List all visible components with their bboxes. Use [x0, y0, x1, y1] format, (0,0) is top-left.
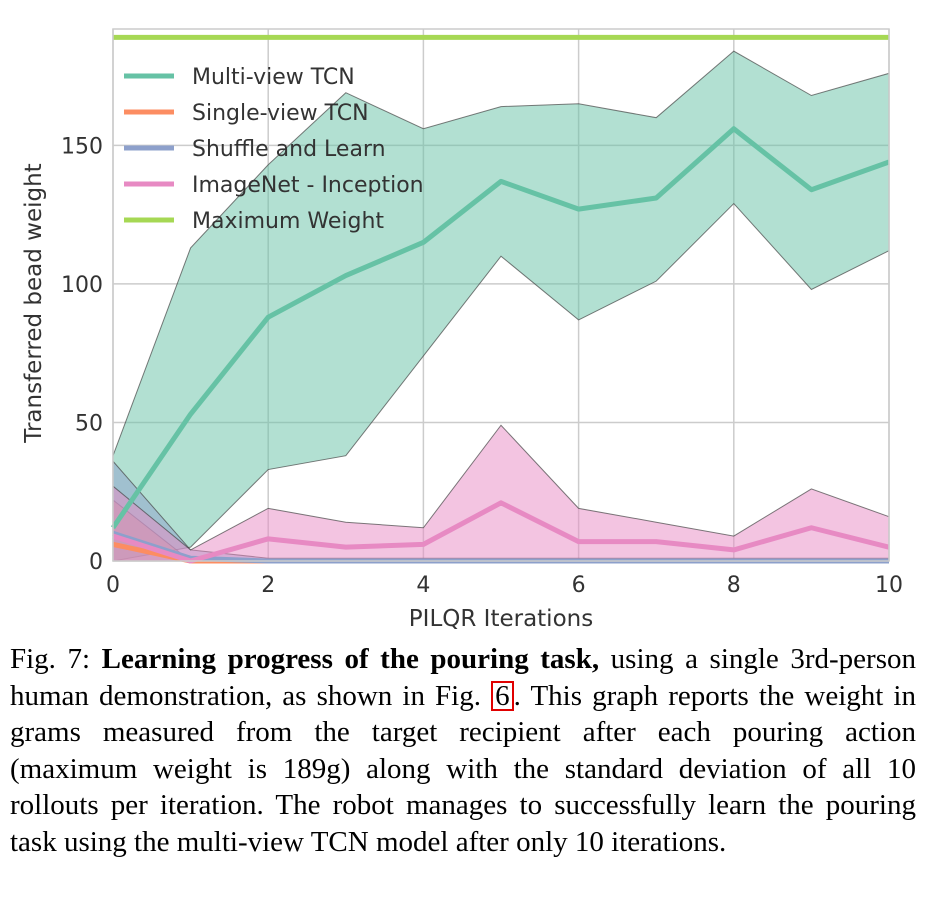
caption-title: Learning progress of the pouring task,	[101, 643, 600, 675]
series-line-0	[110, 126, 890, 530]
caption-text-b: . This graph reports the weight in grams…	[10, 679, 916, 858]
x-tick-label: 6	[572, 573, 586, 598]
figure-reference-link[interactable]: 6	[491, 680, 514, 711]
plot-frame	[112, 28, 890, 562]
x-tick-label: 0	[106, 573, 120, 598]
legend-label: Maximum Weight	[192, 209, 384, 234]
figure-caption: Fig. 7: Learning progress of the pouring…	[10, 641, 916, 861]
caption-text-a: using a single 3rd-person human demonstr…	[10, 643, 916, 712]
x-tick-label: 4	[416, 573, 430, 598]
x-tick-label: 2	[261, 573, 275, 598]
legend-label: Single-view TCN	[192, 101, 369, 126]
y-axis-label: Transferred bead weight	[21, 163, 47, 443]
legend-label: Multi-view TCN	[192, 65, 355, 90]
x-tick-label: 10	[875, 573, 903, 598]
x-tick-label: 8	[727, 573, 741, 598]
legend: Multi-view TCN Single-view TCN Shuffle and…	[124, 65, 424, 234]
y-tick-label: 50	[75, 411, 103, 436]
legend-label: Shuffle and Learn	[192, 137, 386, 162]
x-axis-label: PILQR Iterations	[409, 606, 593, 632]
series-line-3	[112, 500, 890, 564]
y-tick-label: 150	[61, 134, 103, 159]
legend-label: ImageNet - Inception	[192, 173, 424, 198]
caption-figure-number: Fig. 7:	[10, 643, 91, 675]
chart-area: 0 2 4 6 8 10 0 50 100 150 PILQR Iterations Transf…	[21, 28, 903, 632]
y-tick-label: 100	[61, 273, 103, 298]
std-bands	[112, 50, 890, 562]
y-tick-label: 0	[89, 550, 103, 575]
